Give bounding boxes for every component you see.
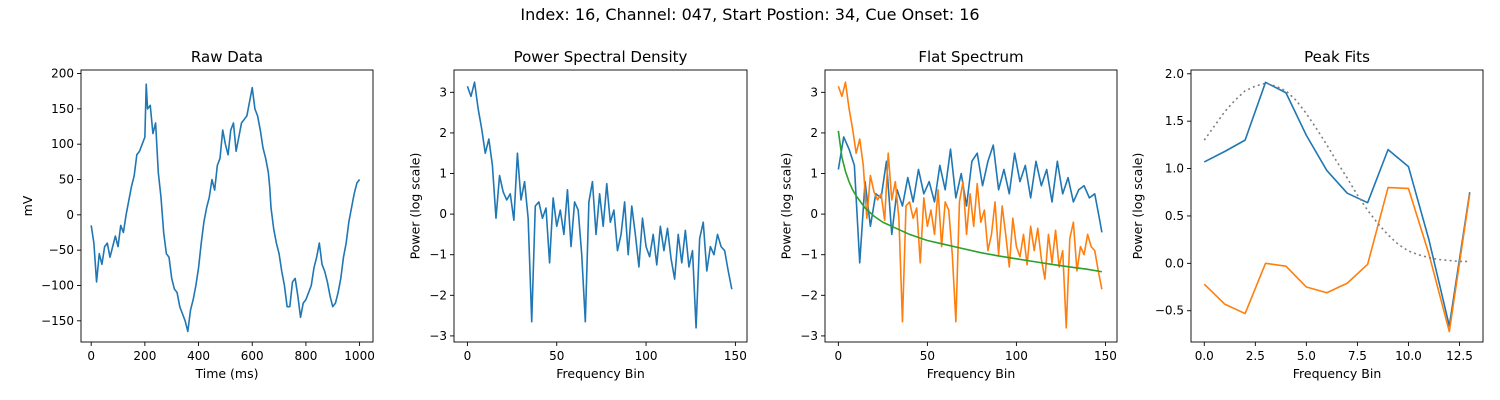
chart-panel-1: 0 200 400 600 800 1000 −150 −100 −50 0 50 100 150 200… — [20, 48, 375, 381]
axes-frame — [453, 69, 748, 343]
chart-title: Flat Spectrum — [918, 48, 1023, 66]
x-tick-label: 50 — [920, 349, 935, 363]
y-axis-label: Power (log scale) — [779, 153, 794, 260]
x-tick-label: 600 — [241, 349, 264, 363]
chart-title: Power Spectral Density — [514, 48, 688, 66]
y-tick-label: −150 — [41, 314, 74, 328]
x-tick-label: 400 — [187, 349, 210, 363]
series-line-1 — [466, 81, 733, 329]
y-tick-label: 0 — [810, 207, 818, 221]
y-tick-label: −2 — [429, 288, 447, 302]
y-tick-label: 100 — [51, 137, 74, 151]
y-tick-label: 0.0 — [1165, 256, 1184, 270]
y-tick-label: 150 — [51, 102, 74, 116]
y-tick-label: 2 — [439, 126, 447, 140]
y-tick-label: −1 — [800, 248, 818, 262]
figure-title: Index: 16, Channel: 047, Start Postion: … — [520, 5, 980, 24]
x-axis-label: Time (ms) — [194, 366, 258, 381]
x-tick-label: 7.5 — [1348, 349, 1367, 363]
x-tick-label: 0 — [87, 349, 95, 363]
x-tick-label: 100 — [1005, 349, 1028, 363]
series-group — [837, 81, 1103, 329]
y-tick-label: 2 — [810, 126, 818, 140]
x-tick-label: 50 — [549, 349, 564, 363]
series-line-1 — [837, 136, 1103, 264]
x-tick-label: 0.0 — [1195, 349, 1214, 363]
x-tick-label: 5.0 — [1297, 349, 1316, 363]
series-group — [90, 83, 361, 333]
y-tick-label: 200 — [51, 67, 74, 81]
series-group — [1203, 81, 1471, 333]
x-axis-label: Frequency Bin — [1293, 366, 1382, 381]
x-axis-label: Frequency Bin — [556, 366, 645, 381]
y-tick-label: −3 — [429, 329, 447, 343]
chart-title: Raw Data — [191, 48, 263, 66]
y-tick-label: 50 — [59, 173, 74, 187]
chart-panel-4: 0.0 2.5 5.0 7.5 10.0 12.5 −0.5 0.0 0.5 1.0 1.5 2.0 P… — [1130, 48, 1484, 381]
y-tick-label: 1 — [439, 167, 447, 181]
y-tick-label: −1 — [429, 248, 447, 262]
y-tick-label: 1.0 — [1165, 162, 1184, 176]
y-tick-label: 0 — [439, 207, 447, 221]
x-tick-label: 200 — [133, 349, 156, 363]
x-tick-label: 800 — [294, 349, 317, 363]
y-tick-label: 0.5 — [1165, 209, 1184, 223]
series-line-2 — [1203, 186, 1471, 333]
y-tick-label: −100 — [41, 278, 74, 292]
y-tick-label: −50 — [49, 243, 74, 257]
x-tick-label: 2.5 — [1246, 349, 1265, 363]
x-tick-label: 12.5 — [1446, 349, 1473, 363]
series-line-3 — [837, 130, 1103, 273]
axes-frame — [1190, 69, 1484, 343]
y-tick-label: 1.5 — [1165, 114, 1184, 128]
series-line-3 — [1203, 82, 1470, 263]
x-axis-label: Frequency Bin — [927, 366, 1016, 381]
x-tick-label: 10.0 — [1395, 349, 1422, 363]
chart-title: Peak Fits — [1304, 48, 1370, 66]
x-tick-label: 150 — [1094, 349, 1117, 363]
y-tick-label: 1 — [810, 167, 818, 181]
y-tick-label: −3 — [800, 329, 818, 343]
chart-panel-3: 0 50 100 150 −3 −2 −1 0 1 2 3 Flat Spectrum Frequenc… — [779, 48, 1118, 381]
x-tick-label: 150 — [724, 349, 747, 363]
series-line-1 — [90, 83, 361, 333]
series-line-2 — [837, 81, 1103, 329]
y-tick-label: −2 — [800, 288, 818, 302]
y-tick-label: −0.5 — [1155, 304, 1184, 318]
axes-frame — [824, 69, 1118, 343]
y-axis-label: Power (log scale) — [1130, 153, 1145, 260]
y-tick-label: 2.0 — [1165, 67, 1184, 81]
x-tick-label: 1000 — [344, 349, 375, 363]
y-tick-label: 3 — [439, 85, 447, 99]
series-line-1 — [1203, 81, 1471, 327]
y-axis-label: Power (log scale) — [408, 153, 423, 260]
y-tick-label: 3 — [810, 85, 818, 99]
axes-frame — [80, 69, 374, 343]
chart-panel-2: 0 50 100 150 −3 −2 −1 0 1 2 3 Power Spectral Densit… — [408, 48, 748, 381]
x-tick-label: 100 — [635, 349, 658, 363]
series-group — [466, 81, 733, 329]
x-tick-label: 0 — [835, 349, 843, 363]
y-axis-label: mV — [20, 195, 35, 216]
x-tick-label: 0 — [464, 349, 472, 363]
y-tick-label: 0 — [66, 208, 74, 222]
